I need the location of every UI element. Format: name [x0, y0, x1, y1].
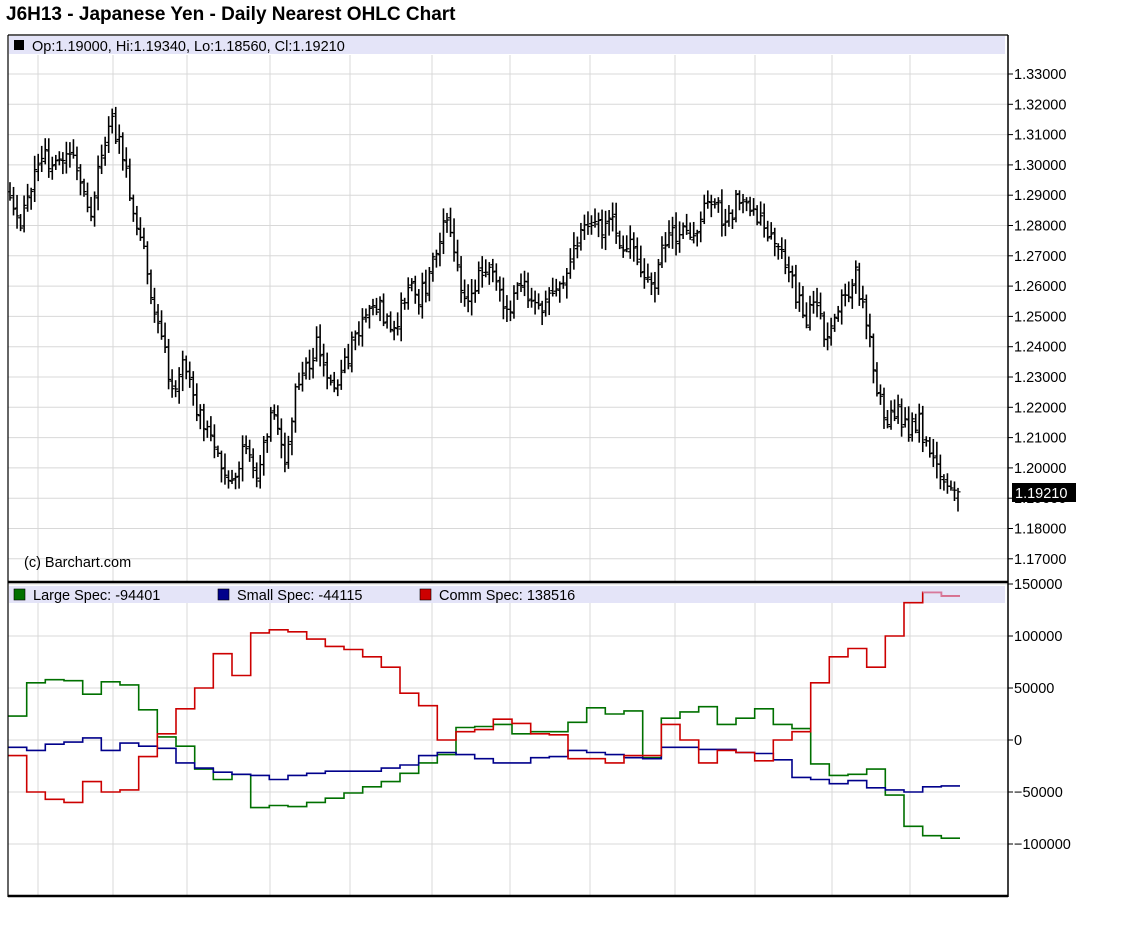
- price-axis-label: 1.21000: [1014, 431, 1066, 447]
- cot-axis-label: 100000: [1014, 629, 1062, 645]
- price-axis-label: 1.32000: [1014, 97, 1066, 113]
- small-spec-line: [8, 737, 960, 793]
- comm-spec-swatch: [419, 588, 432, 601]
- large-spec-swatch: [13, 588, 26, 601]
- small-spec-swatch: [217, 588, 230, 601]
- price-axis-label: 1.20000: [1014, 461, 1066, 477]
- price-legend-text: Op:1.19000, Hi:1.19340, Lo:1.18560, Cl:1…: [32, 39, 345, 55]
- price-axis-label: 1.26000: [1014, 279, 1066, 295]
- last-value-box: [1012, 483, 1076, 502]
- cot-axis-label: 0: [1014, 733, 1022, 749]
- cot-legend-band: [9, 586, 1005, 603]
- price-legend-swatch: [14, 40, 24, 50]
- large-spec-line: [8, 678, 960, 839]
- price-axis-label: 1.33000: [1014, 67, 1066, 83]
- last-value-label: 1.19210: [1015, 486, 1067, 502]
- price-axis-label: 1.30000: [1014, 158, 1066, 174]
- axis-labels: 1.170001.180001.190001.200001.210001.220…: [1008, 67, 1071, 853]
- comm-spec-legend: Comm Spec: 138516: [439, 588, 575, 604]
- price-axis-label: 1.17000: [1014, 552, 1066, 568]
- cot-axis-label: −50000: [1014, 785, 1063, 801]
- price-axis-label: 1.31000: [1014, 128, 1066, 144]
- price-axis-label: 1.27000: [1014, 249, 1066, 265]
- small-spec-legend: Small Spec: -44115: [237, 588, 362, 604]
- comm-spec-line-tail: [922, 591, 960, 597]
- cot-lines: [8, 591, 960, 839]
- price-legend-band: [9, 36, 1005, 54]
- price-axis-label: 1.24000: [1014, 340, 1066, 356]
- price-axis-label: 1.29000: [1014, 188, 1066, 204]
- price-axis-label: 1.18000: [1014, 522, 1066, 538]
- copyright-credit: (c) Barchart.com: [24, 555, 131, 571]
- large-spec-legend: Large Spec: -94401: [33, 588, 160, 604]
- price-axis-label: 1.22000: [1014, 400, 1066, 416]
- comm-spec-line: [8, 591, 960, 804]
- price-axis-label: 1.28000: [1014, 219, 1066, 235]
- cot-axis-label: 50000: [1014, 681, 1054, 697]
- cot-axis-label: −100000: [1014, 837, 1071, 853]
- price-axis-label: 1.25000: [1014, 309, 1066, 325]
- price-bars: [7, 106, 961, 512]
- chart-title: J6H13 - Japanese Yen - Daily Nearest OHL…: [6, 4, 456, 25]
- price-axis-label: 1.23000: [1014, 370, 1066, 386]
- grid-layer: [8, 55, 1008, 895]
- cot-axis-label: 150000: [1014, 577, 1062, 593]
